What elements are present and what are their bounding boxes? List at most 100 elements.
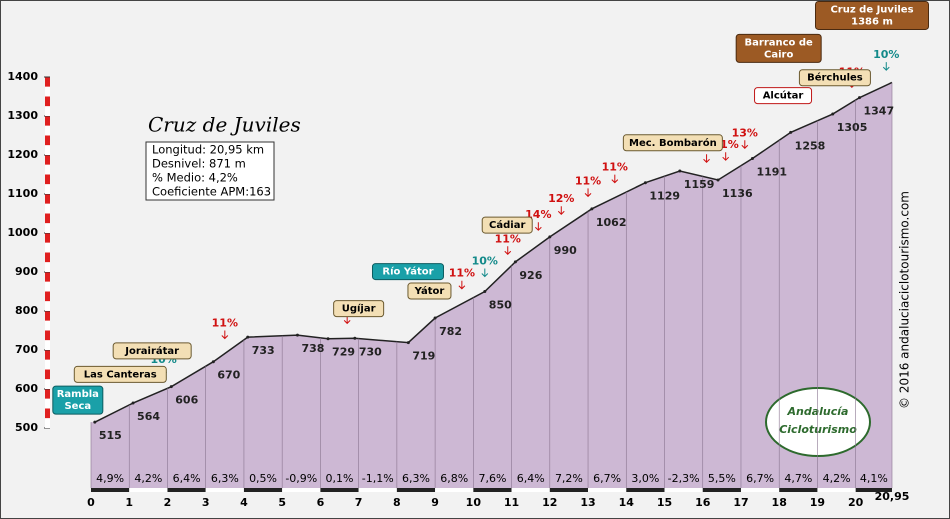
segment-grade: 6,7%: [593, 472, 621, 485]
place-sign: [112, 342, 192, 360]
spot-point: [590, 207, 594, 211]
grade-arrow: [504, 246, 512, 255]
x-tick-label: 14: [619, 496, 635, 509]
place-name: Ugíjar: [342, 303, 376, 315]
x-tick-label: 6: [317, 496, 325, 509]
segment-grade: 4,7%: [784, 472, 812, 485]
spot-label: 990: [554, 244, 577, 257]
y-tick-label: 700: [15, 343, 38, 356]
stat: Longitud: 20,95 km: [152, 143, 264, 157]
grade-mark: 10%: [873, 48, 899, 61]
spot-point: [169, 385, 173, 389]
y-tick-label: 1200: [7, 148, 38, 161]
km-strip: [855, 488, 892, 492]
place-name: Seca: [64, 401, 91, 412]
place-sign: [52, 385, 104, 415]
scale-band: [45, 379, 50, 389]
place-sign: [754, 87, 813, 105]
spot-point: [131, 401, 135, 405]
scale-band: [45, 350, 50, 360]
place-sign: [407, 282, 452, 300]
spot-label: 733: [252, 344, 275, 357]
scale-band: [45, 408, 50, 419]
segment-grade: 6,8%: [440, 472, 468, 485]
km-strip: [435, 488, 474, 492]
y-tick-label: 800: [15, 304, 38, 317]
scale-band: [45, 242, 50, 253]
grade-arrow: [534, 222, 542, 231]
grade-mark: 11%: [495, 232, 521, 245]
segment-grade: 4,2%: [134, 472, 162, 485]
spot-point: [513, 260, 517, 264]
scale-band: [45, 96, 50, 107]
spot-label: 729: [332, 346, 355, 359]
x-tick-label: 4: [240, 496, 248, 509]
grade-mark: 11%: [212, 317, 238, 330]
spot-point: [483, 290, 487, 293]
scale-band: [45, 262, 50, 272]
km-strip: [588, 488, 627, 492]
segment-grade: 7,6%: [478, 472, 506, 485]
place-name: 1386 m: [851, 16, 893, 27]
scale-band: [45, 252, 50, 263]
spot-point: [211, 360, 215, 364]
km-strip: [243, 488, 283, 492]
grade-arrow: [703, 154, 710, 163]
scale-band: [45, 194, 50, 204]
km-strip: [282, 488, 321, 492]
place-name: Yátor: [414, 285, 445, 297]
spot-point: [353, 336, 357, 340]
logo-text: Cicloturismo: [779, 423, 857, 436]
stat: % Medio: 4,2%: [152, 171, 238, 185]
spot-point: [406, 341, 410, 345]
place-sign: [735, 33, 822, 63]
spot-label: 1347: [864, 105, 895, 118]
km-strip: [473, 488, 512, 492]
spot-label: 1305: [837, 121, 868, 134]
scale-band: [45, 359, 50, 370]
place-name: Río Yátor: [382, 266, 433, 278]
spot-label: 738: [301, 342, 324, 355]
scale-band: [45, 340, 50, 350]
place-name: Alcútar: [763, 90, 804, 102]
segment-grade: 3,0%: [631, 472, 659, 485]
spot-label: 730: [359, 345, 382, 358]
grade-arrow: [458, 280, 466, 290]
y-tick-label: 900: [15, 265, 38, 278]
segment-grade: 6,4%: [173, 472, 201, 485]
place-name: Jorairátar: [124, 345, 179, 357]
scale-band: [45, 389, 50, 399]
copyright: © 2016 andaluciaciclotourismo.com: [898, 191, 912, 409]
km-strip: [779, 488, 818, 492]
spot-point: [858, 96, 862, 100]
spot-point: [246, 335, 250, 339]
place-sign: [815, 0, 929, 30]
spot-point: [716, 178, 720, 182]
spot-label: 1258: [795, 139, 826, 152]
y-tick-label: 500: [15, 421, 38, 434]
segment-grade: 5,5%: [708, 472, 736, 485]
spot-point: [750, 157, 754, 161]
km-strip: [817, 488, 856, 492]
scale-band: [45, 213, 50, 224]
spot-label: 606: [175, 394, 198, 407]
stat: Coeficiente APM:163: [152, 185, 271, 199]
grade-mark: 11%: [575, 174, 601, 187]
scale-band: [45, 330, 50, 341]
spot-label: 1136: [722, 187, 753, 200]
grade-arrow: [882, 62, 890, 71]
x-tick-label: 13: [580, 496, 595, 509]
spot-label: 1129: [649, 190, 680, 203]
scale-band: [45, 77, 50, 87]
grade-arrow: [741, 140, 749, 149]
place-name: Bérchules: [807, 72, 863, 84]
spot-label: 1062: [596, 216, 627, 229]
segment-grade: 6,7%: [746, 472, 774, 485]
km-strip: [664, 488, 703, 492]
place-sign: [371, 263, 444, 281]
spot-label: 926: [519, 269, 542, 282]
scale-band: [45, 418, 50, 428]
scale-band: [45, 155, 50, 165]
stat: Desnivel: 871 m: [152, 157, 246, 171]
